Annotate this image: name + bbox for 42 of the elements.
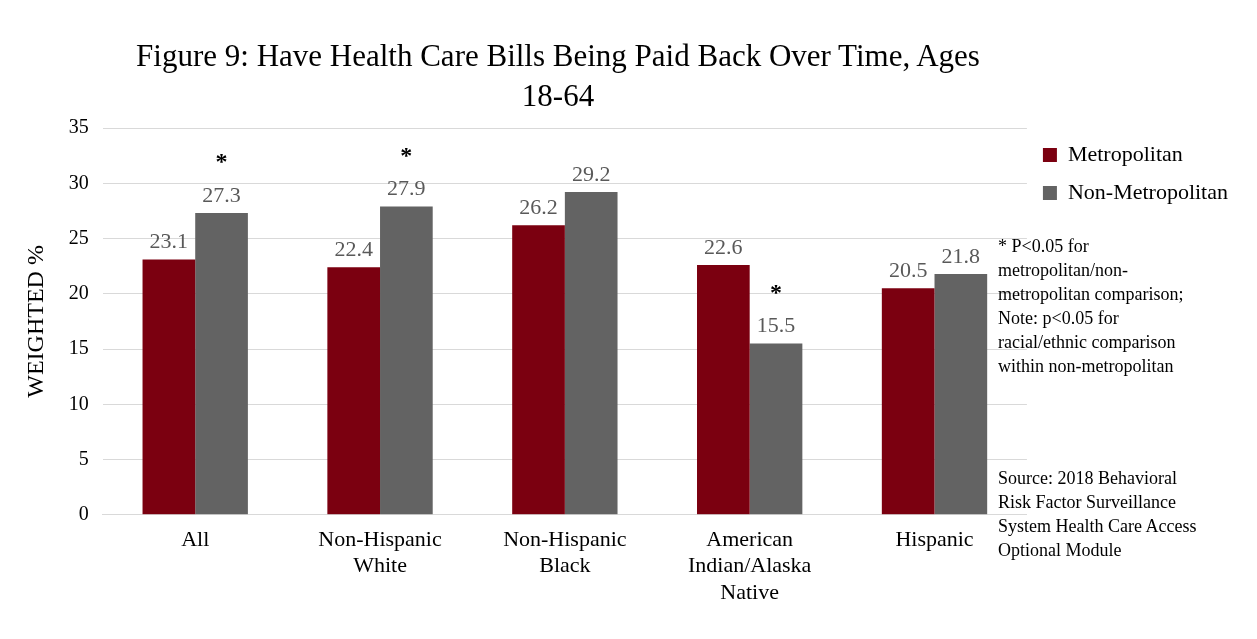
data-label: 27.3 [202, 181, 241, 207]
bar [881, 288, 935, 515]
x-tick-label: Hispanic [895, 525, 974, 551]
annotation: * [770, 278, 783, 305]
legend-label: Metropolitan [1067, 140, 1183, 166]
x-tick-label: All [181, 525, 210, 551]
annotation: * [400, 141, 413, 168]
bar [564, 192, 618, 515]
data-label: 20.5 [888, 257, 928, 283]
bar [934, 273, 988, 515]
y-tick-label: 25 [68, 225, 89, 248]
x-tick-label: Non-Hispanic Black [503, 525, 627, 578]
data-label: 23.1 [149, 228, 189, 254]
bar [697, 265, 750, 515]
y-tick-label: 0 [78, 502, 89, 525]
bar [512, 225, 565, 515]
data-label: 26.2 [519, 194, 558, 220]
bar [195, 213, 248, 515]
data-label: 21.8 [941, 242, 981, 268]
x-tick-label: Non-Hispanic White [318, 525, 442, 578]
annotation: * P<0.05 for metropolitan/non-metropolitan comparison; Note: p<0.05 for racial/ethnic comparison within non-metropolitan [998, 235, 1185, 378]
data-label: 27.9 [387, 175, 426, 201]
legend-label: Non-Metropolitan [1067, 178, 1229, 204]
annotation: * [215, 148, 228, 175]
data-label: 22.6 [704, 233, 743, 259]
y-tick-label: 5 [78, 446, 89, 469]
data-label: 29.2 [571, 160, 611, 186]
bar [380, 206, 433, 515]
chart-title: Figure 9: Have Health Care Bills Being Paid Back Over Time, Ages 18-64 [135, 37, 981, 115]
annotation: Source: 2018 Behavioral Risk Factor Surveillance System Health Care Access Optional Module [998, 467, 1198, 562]
bar [327, 267, 381, 515]
y-tick-label: 10 [68, 391, 89, 414]
y-tick-label: 35 [68, 115, 89, 138]
y-tick-label: 20 [68, 281, 89, 304]
bar [142, 259, 196, 515]
data-label: 22.4 [334, 236, 373, 262]
y-tick-label: 30 [68, 170, 89, 193]
x-tick-label: American Indian/Alaska Native [687, 525, 812, 604]
data-label: 15.5 [756, 312, 796, 338]
y-axis-title: WEIGHTED % [21, 245, 48, 398]
y-tick-label: 15 [68, 336, 89, 359]
bar [749, 343, 803, 515]
